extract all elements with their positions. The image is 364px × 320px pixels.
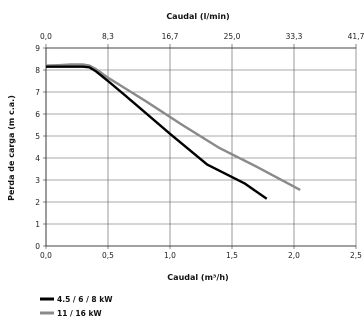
bottom-axis: 0,0 0,5 1,0 1,5 2,0 2,5 bbox=[40, 246, 362, 260]
grid bbox=[45, 47, 357, 247]
x2-tick-label: 25,0 bbox=[224, 32, 241, 41]
y-tick-label: 8 bbox=[35, 66, 40, 75]
x-tick-label: 2,0 bbox=[288, 251, 300, 260]
x2-tick-label: 0,0 bbox=[40, 32, 52, 41]
y-tick-label: 5 bbox=[35, 132, 40, 141]
top-axis: 0,0 8,3 16,7 25,0 33,3 41,7 bbox=[40, 32, 364, 48]
y-tick-label: 7 bbox=[35, 88, 40, 97]
plot-frame bbox=[45, 47, 356, 247]
x-tick-label: 0,0 bbox=[40, 251, 52, 260]
x2-tick-label: 8,3 bbox=[102, 32, 114, 41]
series-line-2 bbox=[45, 63, 301, 191]
y-tick-label: 2 bbox=[35, 198, 40, 207]
y-tick-label: 3 bbox=[35, 176, 40, 185]
y-tick-label: 0 bbox=[35, 242, 40, 251]
x-tick-label: 1,5 bbox=[226, 251, 238, 260]
x-tick-label: 1,0 bbox=[164, 251, 176, 260]
y-tick-label: 6 bbox=[35, 110, 40, 119]
top-axis-title: Caudal (l/min) bbox=[166, 12, 229, 21]
y-tick-label: 1 bbox=[35, 220, 40, 229]
legend-label-series-1: 4.5 / 6 / 8 kW bbox=[57, 295, 113, 304]
left-axis: 0 1 2 3 4 5 6 7 8 9 bbox=[35, 44, 46, 251]
x2-tick-label: 33,3 bbox=[286, 32, 303, 41]
x2-tick-label: 41,7 bbox=[348, 32, 364, 41]
legend-label-series-2: 11 / 16 kW bbox=[57, 309, 102, 318]
x-tick-label: 0,5 bbox=[102, 251, 114, 260]
bottom-axis-title: Caudal (m³/h) bbox=[167, 273, 228, 282]
y-tick-label: 4 bbox=[35, 154, 40, 163]
left-axis-title: Perda de carga (m c.a.) bbox=[7, 95, 16, 201]
series-layer bbox=[45, 63, 301, 200]
series-line-1 bbox=[46, 65, 268, 200]
x2-tick-label: 16,7 bbox=[162, 32, 179, 41]
y-tick-label: 9 bbox=[35, 44, 40, 53]
legend: 4.5 / 6 / 8 kW 11 / 16 kW bbox=[40, 295, 113, 318]
x-tick-label: 2,5 bbox=[350, 251, 362, 260]
